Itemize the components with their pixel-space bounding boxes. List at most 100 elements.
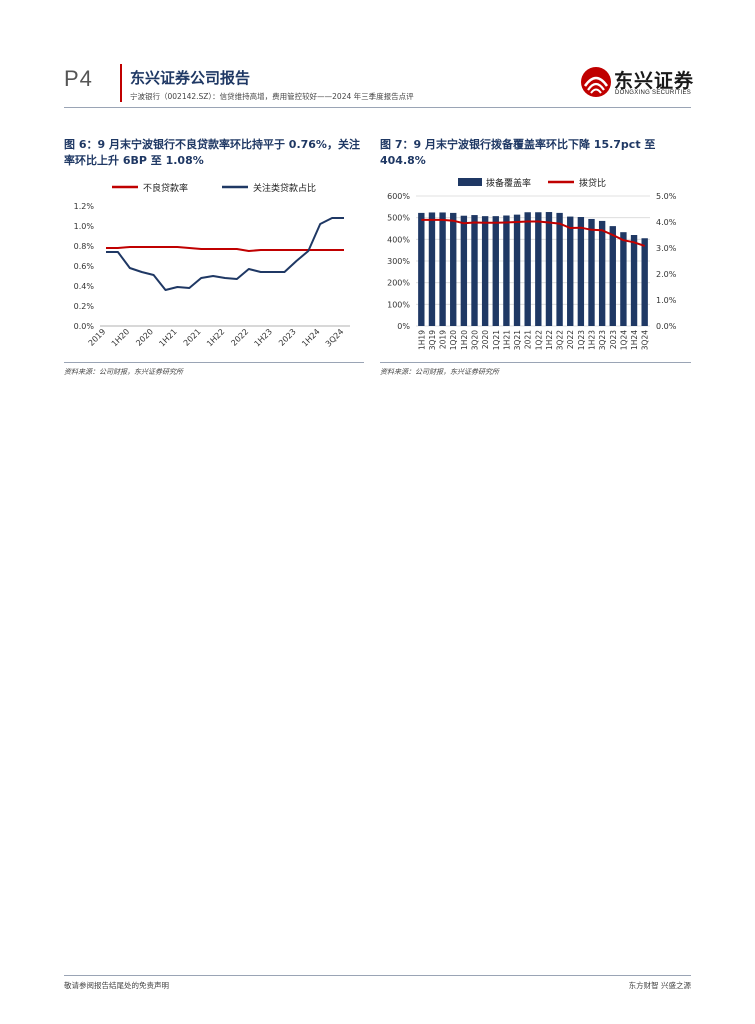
bar [545, 212, 553, 326]
figure-7-caption: 图 7：9 月末宁波银行拨备覆盖率环比下降 15.7pct 至 404.8% [380, 138, 656, 167]
x-tick-label: 3Q24 [324, 327, 346, 349]
bar [556, 212, 563, 326]
legend-swatch [458, 178, 482, 186]
x-tick-label: 2020 [481, 330, 490, 349]
bar [471, 215, 478, 326]
y-tick-label: 0.0% [74, 322, 95, 331]
legend-label: 拨贷比 [579, 177, 606, 189]
y-right-tick-label: 4.0% [656, 218, 677, 227]
y-left-tick-label: 500% [387, 214, 410, 223]
x-tick-label: 3Q21 [513, 330, 522, 350]
x-tick-label: 2021 [524, 330, 533, 349]
bar [588, 218, 595, 326]
x-tick-label: 1Q22 [534, 330, 543, 350]
page-number: P4 [64, 66, 93, 91]
y-tick-label: 1.2% [74, 202, 95, 211]
report-subtitle: 宁波银行（002142.SZ）：信贷维持高增，费用管控较好——2024 年三季度… [130, 92, 414, 101]
series-line [106, 246, 344, 252]
bar [609, 226, 616, 326]
x-tick-label: 2022 [229, 327, 250, 348]
bar [428, 212, 436, 326]
x-tick-label: 3Q22 [556, 330, 565, 350]
x-tick-label: 1H21 [157, 327, 178, 348]
x-tick-label: 1H22 [205, 327, 226, 348]
x-tick-label: 3Q19 [428, 330, 437, 350]
y-tick-label: 0.2% [74, 302, 95, 311]
legend-label: 关注类贷款占比 [253, 182, 316, 194]
company-logo: 东兴证券 DONGXING SECURITIES [580, 66, 695, 102]
x-tick-label: 2023 [277, 327, 298, 348]
figure-6-chart: 不良贷款率 关注类贷款占比 0.0% 0.2% 0.4% 0.6% 0.8% 1.0% 1.2%… [64, 170, 364, 360]
bar [620, 232, 627, 326]
bar [630, 235, 638, 326]
x-tick-label: 1H22 [545, 330, 554, 350]
y-left-tick-label: 300% [387, 257, 410, 266]
x-tick-label: 3Q23 [598, 330, 607, 350]
bar [535, 212, 542, 326]
y-tick-label: 0.4% [74, 282, 95, 291]
footer-slogan: 东方财智 兴盛之源 [628, 981, 691, 990]
provision-coverage-chart: 拨备覆盖率 拨贷比 0% 100% 200% 300% 400% 500% 600% 0.0% 1.… [387, 177, 677, 350]
bar [577, 217, 585, 326]
bar [598, 220, 606, 326]
footer-disclaimer: 敬请参阅报告结尾处的免责声明 [64, 981, 169, 990]
legend-label: 拨备覆盖率 [486, 177, 531, 189]
x-tick-label: 1Q23 [577, 330, 586, 350]
bar [439, 212, 446, 326]
y-right-tick-label: 5.0% [656, 192, 677, 201]
bar [503, 215, 510, 326]
y-right-tick-label: 1.0% [656, 296, 677, 305]
bar [460, 215, 468, 326]
x-tick-label: 1H20 [460, 330, 469, 350]
x-tick-label: 1H23 [253, 327, 274, 348]
y-right-tick-label: 3.0% [656, 244, 677, 253]
x-tick-label: 1H23 [588, 330, 597, 350]
bar [492, 216, 499, 326]
figure-7-chart: 拨备覆盖率 拨贷比 0% 100% 200% 300% 400% 500% 600% 0.0% 1.… [380, 170, 691, 360]
y-tick-label: 1.0% [74, 222, 95, 231]
figure-6-source: 资料来源：公司财报，东兴证券研究所 [64, 368, 183, 376]
logo-text-en: DONGXING SECURITIES [615, 90, 692, 96]
logo-text-cn: 东兴证券 [614, 70, 695, 92]
series-line [106, 217, 344, 291]
figure-7-source: 资料来源：公司财报，东兴证券研究所 [380, 368, 499, 376]
x-tick-label: 3Q24 [641, 330, 650, 350]
logo-mark-icon [581, 67, 611, 97]
x-tick-label: 2023 [609, 330, 618, 349]
y-left-tick-label: 100% [387, 300, 410, 309]
series-line [421, 218, 646, 247]
legend-label: 不良贷款率 [143, 182, 188, 194]
x-tick-label: 2021 [182, 327, 203, 348]
report-title: 东兴证券公司报告 [130, 69, 251, 87]
y-left-tick-label: 600% [387, 192, 410, 201]
y-right-tick-label: 2.0% [656, 270, 677, 279]
y-left-tick-label: 0% [397, 322, 410, 331]
bar [418, 212, 425, 326]
x-tick-label: 3Q20 [471, 330, 480, 350]
x-tick-label: 2020 [134, 327, 155, 348]
y-right-tick-label: 0.0% [656, 322, 677, 331]
x-tick-label: 1H21 [502, 330, 511, 350]
bar [513, 214, 521, 326]
x-tick-label: 1Q24 [619, 330, 628, 350]
npl-line-chart: 不良贷款率 关注类贷款占比 0.0% 0.2% 0.4% 0.6% 0.8% 1.0% 1.2%… [74, 182, 350, 349]
y-tick-label: 0.6% [74, 262, 95, 271]
bar [450, 212, 457, 326]
bar [524, 212, 531, 326]
figure-7-source-rule [380, 362, 691, 363]
y-left-tick-label: 400% [387, 235, 410, 244]
footer-divider [64, 975, 691, 976]
y-left-tick-label: 200% [387, 279, 410, 288]
x-tick-label: 1H24 [630, 330, 639, 350]
x-tick-label: 2022 [566, 330, 575, 349]
header-accent-bar [120, 64, 122, 102]
x-tick-label: 1H24 [300, 327, 321, 348]
header-divider [64, 107, 691, 108]
x-tick-label: 1H20 [110, 327, 131, 348]
figure-6-source-rule [64, 362, 364, 363]
figure-6-caption: 图 6：9 月末宁波银行不良贷款率环比持平于 0.76%，关注率环比上升 6BP… [64, 138, 360, 167]
x-tick-label: 1Q20 [449, 330, 458, 350]
x-tick-label: 1H19 [417, 330, 426, 350]
bar [567, 216, 574, 326]
bar [641, 238, 648, 326]
